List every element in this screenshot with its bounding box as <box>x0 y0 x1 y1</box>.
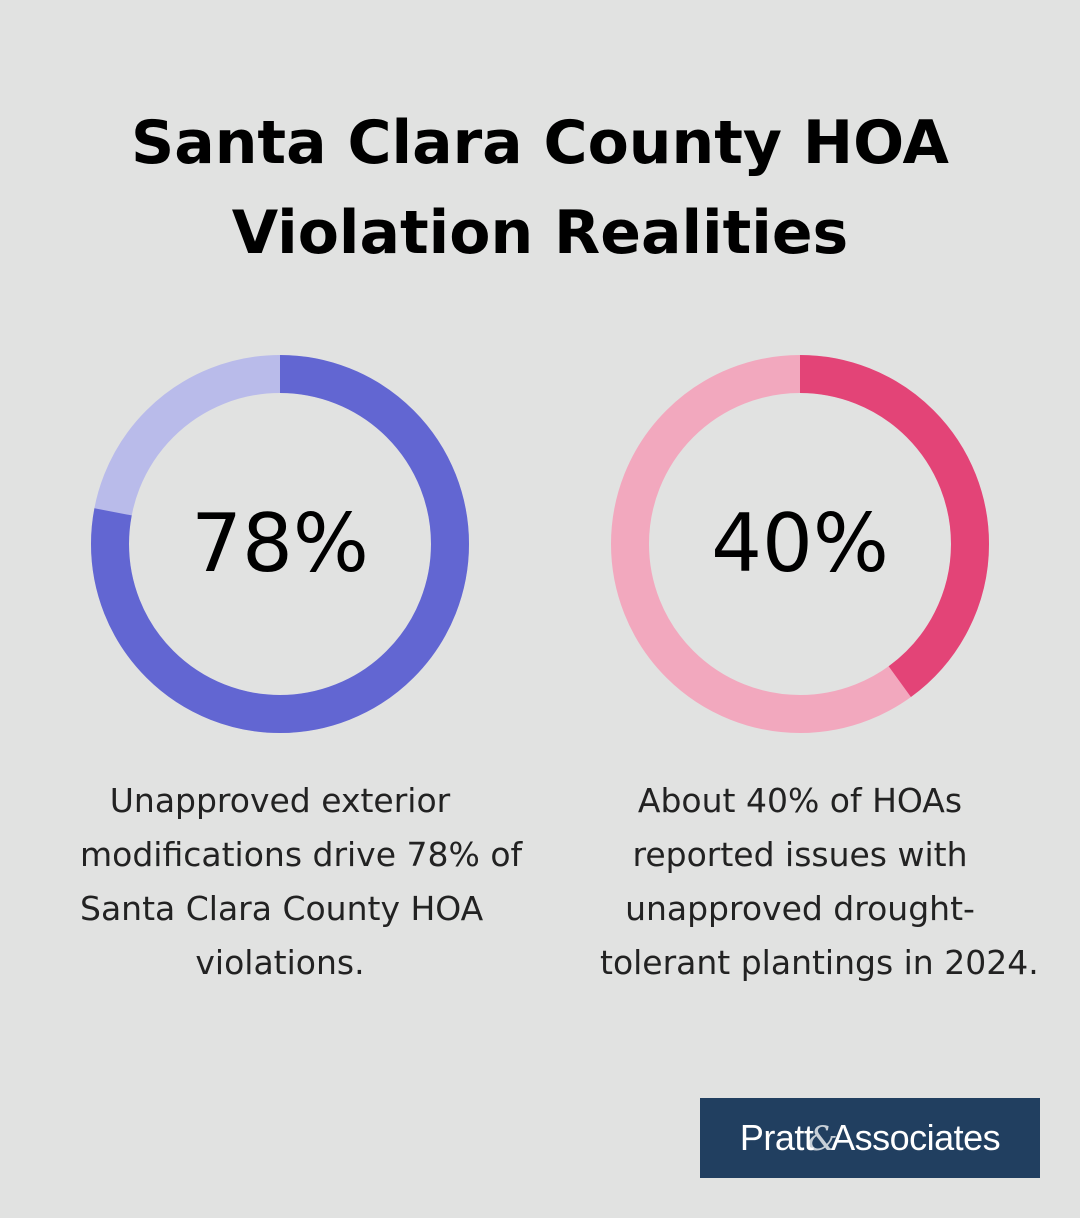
caption-line: About 40% of HOAs <box>637 781 963 820</box>
caption-drought-plantings: About 40% of HOAs reported issues with u… <box>600 774 1039 990</box>
caption-line: modifications drive 78% of <box>80 835 523 874</box>
caption-line: reported issues with <box>632 835 968 874</box>
value-label-drought-plantings: 40% <box>711 497 889 590</box>
value-label-exterior-modifications: 78% <box>191 497 369 590</box>
donut-svg-exterior-modifications <box>91 355 469 733</box>
donut-arc-exterior-modifications <box>91 355 469 733</box>
caption-line: tolerant plantings in 2024. <box>600 943 1039 982</box>
logo-ampersand: & <box>807 1119 838 1159</box>
logo-text-associates: Associates <box>831 1117 1001 1158</box>
pratt-associates-logo: Pratt&Associates <box>700 1098 1040 1178</box>
caption-line: unapproved drought- <box>625 889 975 928</box>
logo-text-pratt: Pratt <box>739 1117 814 1158</box>
donut-svg-drought-plantings <box>611 355 989 733</box>
caption-line: Unapproved exterior <box>109 781 451 820</box>
stat-card-drought-plantings: 40% About 40% of HOAs reported issues wi… <box>600 352 1039 990</box>
caption-line: Santa Clara County HOA <box>80 889 484 928</box>
title-line-1: Santa Clara County HOA <box>131 108 949 178</box>
infographic-title: Santa Clara County HOA Violation Realiti… <box>0 98 1080 278</box>
donut-arc-drought-plantings <box>611 355 989 733</box>
caption-exterior-modifications: Unapproved exterior modifications drive … <box>80 774 523 990</box>
stat-card-exterior-modifications: 78% Unapproved exterior modifications dr… <box>80 352 523 990</box>
title-line-2: Violation Realities <box>231 198 849 268</box>
donut-chart-exterior-modifications: 78% <box>80 352 480 736</box>
logo-wordmark: Pratt&Associates <box>739 1117 1001 1159</box>
caption-line: violations. <box>195 943 365 982</box>
donut-chart-drought-plantings: 40% <box>600 352 1000 736</box>
